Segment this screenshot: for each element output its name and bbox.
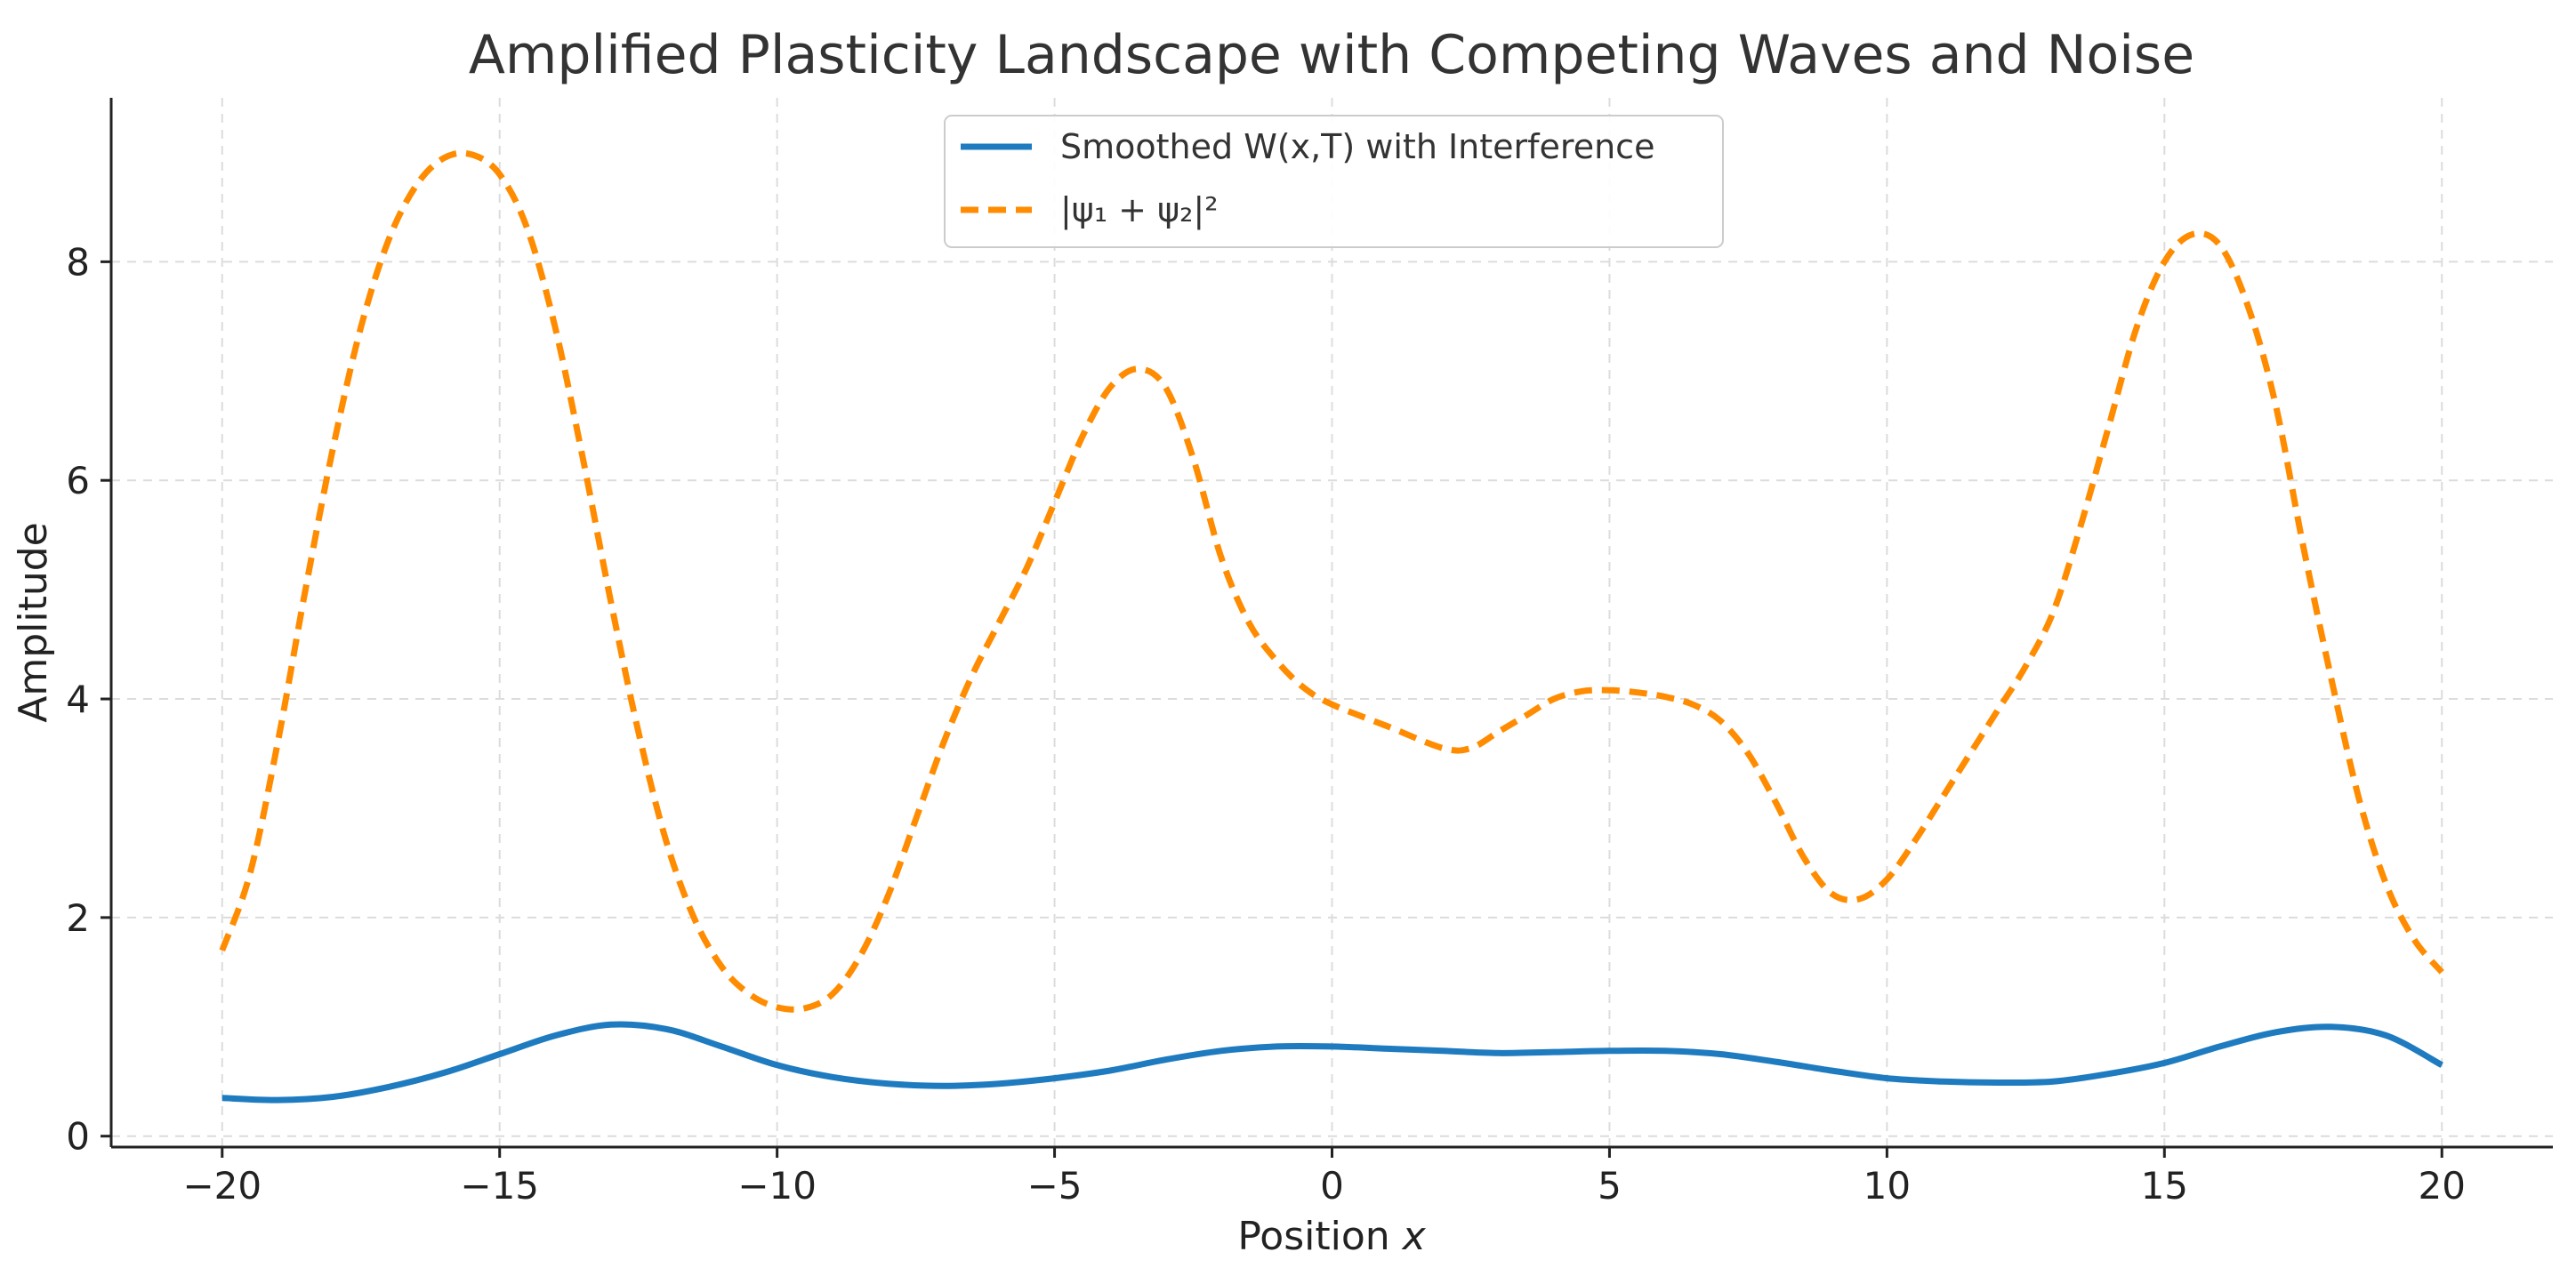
y-tick-label: 2 bbox=[66, 896, 90, 940]
chart-title: Amplified Plasticity Landscape with Comp… bbox=[469, 24, 2194, 86]
y-tick-label: 6 bbox=[66, 459, 90, 502]
y-tick-label: 4 bbox=[66, 678, 90, 721]
x-tick-label: 5 bbox=[1598, 1164, 1622, 1208]
x-tick-label: −20 bbox=[182, 1164, 262, 1208]
y-axis-label: Amplitude bbox=[11, 522, 56, 722]
y-tick-label: 0 bbox=[66, 1115, 90, 1159]
x-tick-label: 0 bbox=[1320, 1164, 1344, 1208]
x-tick-label: 20 bbox=[2419, 1164, 2466, 1208]
series-layer bbox=[219, 149, 2444, 1103]
series-line-w bbox=[221, 1021, 2443, 1103]
x-axis-label: Position x bbox=[1237, 1214, 1426, 1259]
legend-box bbox=[944, 115, 1724, 248]
legend: Smoothed W(x,T) with Interference |ψ₁ + … bbox=[944, 115, 1724, 248]
axes-layer bbox=[109, 98, 2553, 1149]
x-tick-label: 10 bbox=[1864, 1164, 1911, 1208]
ticks-layer: −20 −15 −10 −5 0 5 10 15 20 0 2 4 6 8 bbox=[66, 240, 2466, 1208]
y-tick-label: 8 bbox=[66, 240, 90, 284]
x-tick-label: 15 bbox=[2141, 1164, 2188, 1208]
legend-label-w: Smoothed W(x,T) with Interference bbox=[1060, 127, 1654, 166]
x-tick-label: −5 bbox=[1027, 1164, 1083, 1208]
x-tick-label: −15 bbox=[460, 1164, 539, 1208]
grid-layer bbox=[111, 98, 2553, 1147]
legend-label-psi: |ψ₁ + ψ₂|² bbox=[1060, 190, 1218, 230]
x-tick-label: −10 bbox=[737, 1164, 817, 1208]
